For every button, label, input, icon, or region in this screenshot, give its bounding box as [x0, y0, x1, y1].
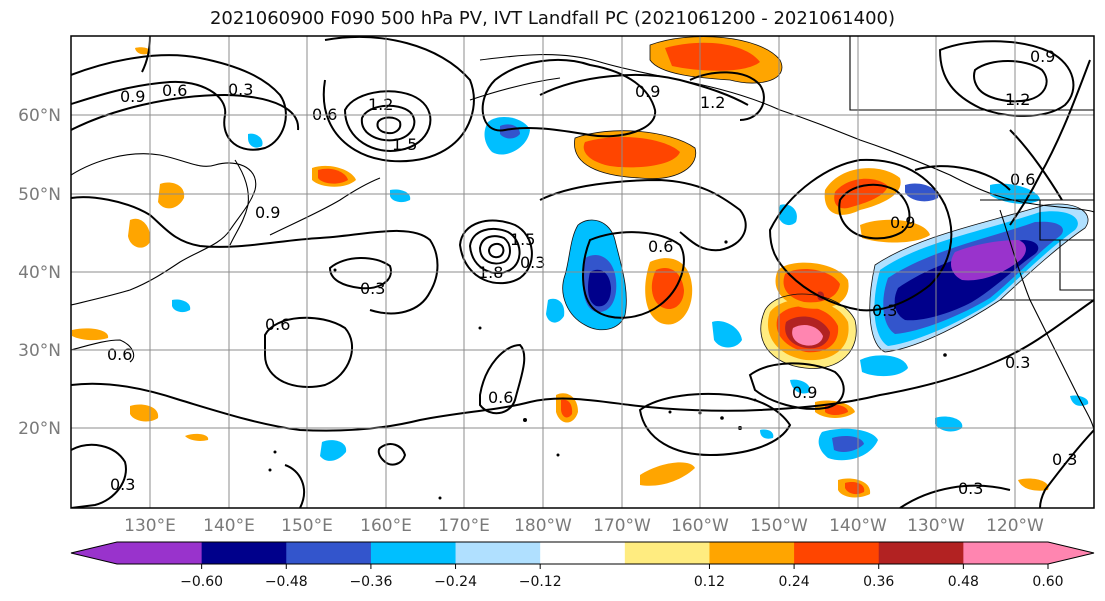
contour-label: 1.5 [510, 230, 535, 249]
lon-label: 170°W [593, 516, 651, 536]
lat-label: 50°N [18, 185, 61, 205]
colorbar-tick-label: 0.60 [1032, 574, 1063, 590]
contour-label: 1.5 [392, 135, 417, 154]
colorbar-segment [117, 542, 203, 564]
contour-label: 0.9 [890, 213, 915, 232]
colorbar-tick-label: 0.24 [779, 574, 810, 590]
contour-label: 0.9 [635, 82, 660, 101]
colorbar-tick-label: −0.24 [434, 574, 477, 590]
contour-label: 0.6 [648, 237, 673, 256]
lon-label: 140°E [203, 516, 255, 536]
lat-label: 20°N [18, 419, 61, 439]
contour-label: 0.3 [1052, 450, 1077, 469]
contour-label: 1.2 [368, 95, 393, 114]
contour-label: 1.2 [700, 93, 725, 112]
colorbar: −0.60 −0.48 −0.36 −0.24 −0.12 0.12 0.24 0.36 0.4… [70, 541, 1095, 590]
map-frame [70, 35, 1095, 509]
contour-label: 0.3 [1005, 353, 1030, 372]
contour-label: 0.6 [162, 81, 187, 100]
contour-label: 0.3 [228, 80, 253, 99]
colorbar-tick-label: 0.48 [948, 574, 979, 590]
contour-label: 0.9 [1030, 47, 1055, 66]
colorbar-tick-label: −0.48 [265, 574, 308, 590]
contour-label: 0.3 [958, 479, 983, 498]
colorbar-segment [540, 542, 626, 564]
colorbar-segment [878, 542, 964, 564]
map-title: 2021060900 F090 500 hPa PV, IVT Landfall… [209, 8, 896, 29]
longitude-labels: 130°E 140°E 150°E 160°E 170°E 180°W 170°… [124, 516, 1044, 536]
colorbar-extend-right [1048, 542, 1094, 564]
lon-label: 130°W [907, 516, 965, 536]
gridline-layer [71, 36, 1094, 508]
contour-label-layer: 0.9 0.6 0.3 0.6 1.2 1.5 0.9 1.2 0.9 0.6 … [107, 47, 1077, 498]
colorbar-segment [794, 542, 880, 564]
colorbar-segment [201, 542, 287, 564]
lon-label: 140°W [829, 516, 887, 536]
contour-label: 0.3 [872, 301, 897, 320]
latitude-labels: 60°N 50°N 40°N 30°N 20°N [18, 106, 61, 439]
colorbar-tick-label: 0.12 [694, 574, 725, 590]
colorbar-segment [370, 542, 457, 564]
contour-label: 0.9 [792, 383, 817, 402]
contour-label: 0.3 [520, 253, 545, 272]
lon-label: 170°E [438, 516, 490, 536]
colorbar-segment [624, 542, 710, 564]
lat-label: 30°N [18, 341, 61, 361]
colorbar-segment [455, 542, 541, 564]
island-marks [268, 240, 947, 500]
lon-label: 150°E [281, 516, 333, 536]
lat-label: 60°N [18, 106, 61, 126]
lon-label: 120°W [986, 516, 1044, 536]
lon-label: 160°W [671, 516, 729, 536]
colorbar-tick-label: −0.60 [180, 574, 223, 590]
colorbar-extend-left [71, 542, 117, 564]
colorbar-tick-label: −0.12 [519, 574, 562, 590]
contour-label: 0.9 [120, 87, 145, 106]
colorbar-tick-label: −0.36 [349, 574, 392, 590]
coastline-layer [71, 36, 1094, 431]
lon-label: 180°W [514, 516, 572, 536]
lon-label: 130°E [124, 516, 176, 536]
lon-label: 160°E [360, 516, 412, 536]
colorbar-frame [70, 541, 1095, 565]
colorbar-segment [709, 542, 795, 564]
colorbar-segment [963, 542, 1049, 564]
colorbar-tick-label: 0.36 [863, 574, 894, 590]
contour-label: 1.2 [1005, 90, 1030, 109]
lon-label: 150°W [750, 516, 808, 536]
contour-label: 0.3 [110, 475, 135, 494]
contour-label: 0.9 [255, 203, 280, 222]
contour-label: 0.3 [360, 279, 385, 298]
lat-label: 40°N [18, 263, 61, 283]
contour-label: 0.6 [1010, 170, 1035, 189]
contour-label: 0.6 [107, 345, 132, 364]
contour-label: 0.6 [265, 315, 290, 334]
colorbar-segment [286, 542, 372, 564]
contour-label: 0.6 [488, 388, 513, 407]
